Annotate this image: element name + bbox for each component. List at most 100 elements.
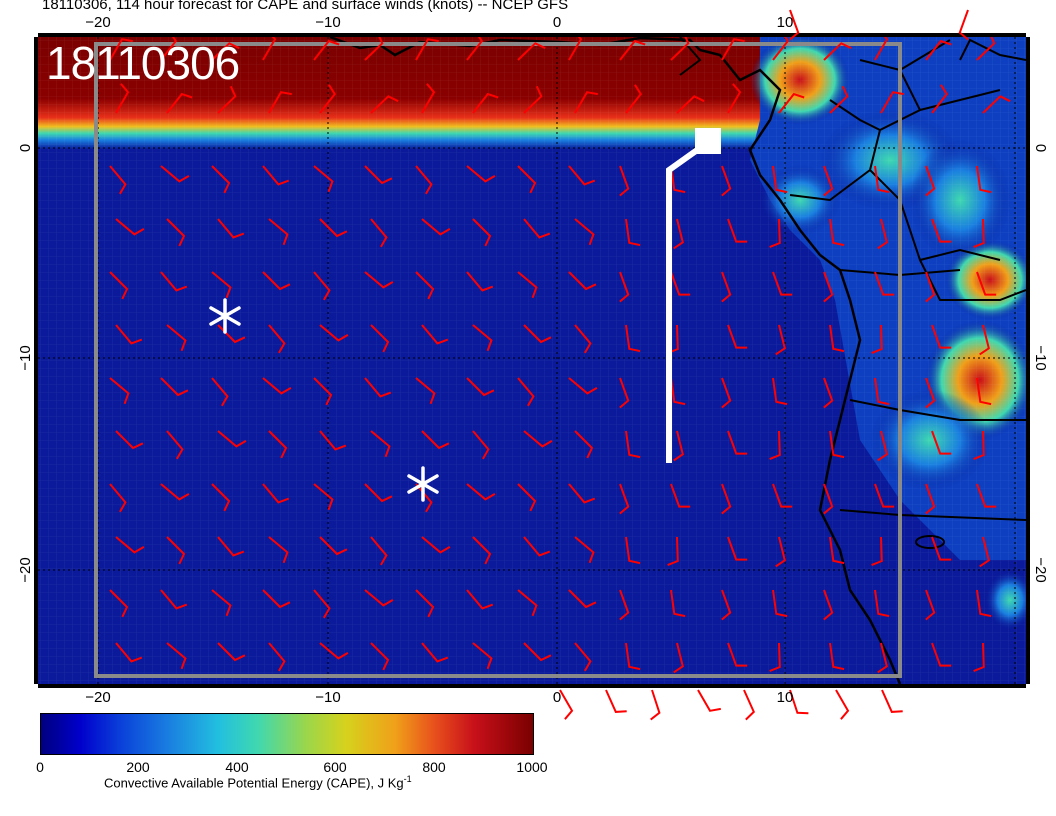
wind-barb: [166, 430, 184, 460]
wind-barb: [877, 218, 888, 250]
wind-barb: [931, 84, 949, 114]
wind-barb: [523, 324, 552, 344]
wind-barb: [466, 483, 496, 501]
wind-barb: [823, 165, 834, 197]
wind-barb: [472, 536, 492, 565]
wind-barb: [670, 271, 691, 296]
wind-barb: [523, 85, 543, 114]
wind-barb: [568, 589, 597, 609]
wind-barb: [877, 430, 888, 462]
lon-tick-bottom: −20: [85, 689, 110, 706]
wind-barb: [727, 83, 742, 114]
wind-barb: [619, 271, 630, 303]
wind-barb: [874, 377, 890, 406]
wind-barb: [472, 642, 493, 670]
wind-barb: [160, 377, 189, 397]
wind-barb: [517, 271, 538, 299]
wind-barb: [721, 271, 732, 303]
wind-barb: [217, 430, 247, 448]
wind-barb: [160, 37, 178, 61]
wind-barb: [472, 218, 492, 247]
wind-barb: [880, 91, 904, 114]
wind-barb: [217, 218, 245, 239]
wind-barb: [574, 218, 595, 246]
wind-barb: [925, 165, 936, 197]
wind-barb: [877, 642, 888, 674]
wind-barb: [976, 37, 996, 61]
wind-barb: [370, 95, 399, 114]
wind-barb: [775, 536, 786, 568]
wind-barb: [166, 324, 187, 352]
wind-barb: [874, 37, 889, 61]
wind-barb: [370, 430, 391, 458]
wind-barb: [676, 95, 705, 114]
wind-barb: [421, 642, 449, 663]
colorbar-tick: 0: [36, 759, 44, 775]
wind-barb: [523, 218, 551, 239]
wind-barb: [109, 377, 130, 405]
wind-barb: [772, 165, 788, 194]
colorbar-title-sup: -1: [403, 774, 412, 784]
lon-tick-bottom: −10: [315, 689, 340, 706]
wind-barb: [673, 430, 684, 462]
wind-barb: [976, 589, 992, 618]
wind-barb: [721, 377, 732, 409]
wind-barb: [364, 589, 394, 607]
wind-barb: [931, 218, 952, 243]
wind-barb: [958, 9, 969, 41]
lat-tick-left: −20: [17, 557, 34, 582]
colorbar-title-main: Convective Available Potential Energy (C…: [104, 775, 404, 791]
wind-barb: [829, 218, 845, 247]
lon-tick-top: −20: [85, 14, 110, 31]
colorbar-tick: 200: [126, 759, 150, 775]
wind-barb: [268, 430, 288, 459]
wind-barb: [211, 589, 232, 617]
wind-barb: [976, 271, 997, 296]
wind-barb: [115, 642, 143, 663]
wind-barb: [772, 483, 793, 508]
wind-barb: [925, 271, 936, 303]
wind-barb: [370, 536, 388, 566]
lon-tick-bottom: 0: [553, 689, 561, 706]
wind-barb: [727, 324, 748, 349]
wind-barb: [769, 218, 781, 249]
wind-barb: [673, 642, 684, 674]
wind-barb: [574, 91, 598, 114]
wind-barb: [319, 430, 347, 451]
lon-tick-bottom: 10: [777, 689, 794, 706]
wind-barb: [982, 95, 1011, 114]
wind-barb: [568, 165, 596, 186]
wind-barb: [605, 689, 627, 713]
colorbar-tick: 800: [422, 759, 446, 775]
wind-barb: [931, 536, 952, 561]
wind-barb: [976, 377, 992, 406]
wind-barb: [262, 271, 291, 291]
wind-barb: [166, 536, 186, 565]
wind-barb: [109, 483, 127, 513]
wind-barb: [466, 589, 494, 610]
lat-tick-right: −20: [1032, 557, 1049, 582]
wind-barb: [625, 642, 641, 671]
wind-barb: [823, 377, 834, 409]
wind-barb: [472, 430, 490, 460]
wind-barb: [667, 536, 679, 567]
wind-barb: [313, 377, 333, 406]
lat-tick-left: −10: [17, 345, 34, 370]
wind-barb: [625, 218, 641, 247]
wind-barb: [976, 165, 992, 194]
wind-barb: [670, 165, 686, 194]
wind-barb: [973, 430, 985, 461]
wind-barbs-overflow: [559, 9, 969, 721]
lon-tick-top: 10: [777, 14, 794, 31]
wind-barb: [472, 92, 499, 114]
wind-barb: [166, 218, 186, 247]
wind-barb: [109, 38, 133, 61]
wind-barb: [772, 271, 793, 296]
wind-barb: [835, 689, 850, 720]
wind-barb: [523, 430, 553, 448]
wind-barb: [874, 165, 890, 194]
wind-barb: [217, 642, 246, 662]
wind-barb: [364, 37, 384, 61]
wind-barb: [109, 589, 129, 618]
